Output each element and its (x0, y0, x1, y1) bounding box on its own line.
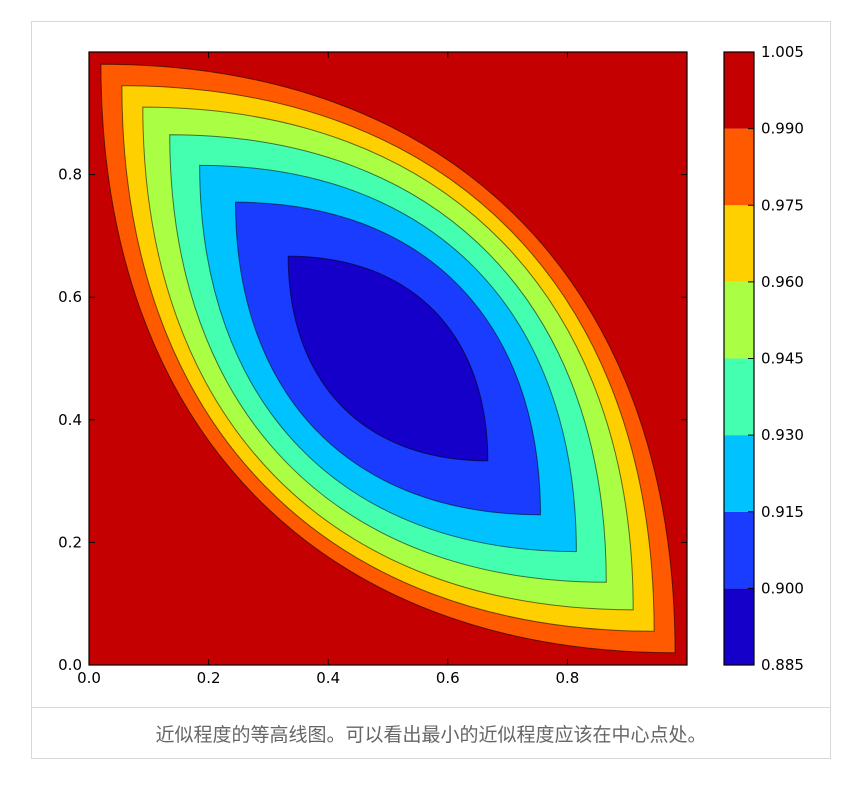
y-tick-label: 0.8 (58, 166, 82, 184)
contour-figure: 0.0 0.2 0.4 0.6 0.8 0.0 0.2 0.4 0.6 0.8 0.885 0.9… (58, 43, 804, 687)
colorbar-swatch (724, 435, 754, 512)
y-tick-label: 0.6 (58, 288, 82, 306)
colorbar-swatch (724, 205, 754, 282)
colorbar-tick-label: 0.975 (761, 196, 804, 214)
colorbar-swatch (724, 281, 754, 359)
colorbar-tick-label: 0.930 (761, 426, 804, 444)
colorbar-tick-label: 0.900 (761, 579, 804, 597)
x-tick-label: 0.4 (316, 669, 340, 687)
colorbar-tick-label: 0.945 (761, 350, 804, 368)
colorbar-swatch (724, 358, 754, 436)
colorbar-swatch (724, 511, 754, 589)
x-tick-label: 0.0 (77, 669, 101, 687)
colorbar-tick-label: 1.005 (761, 43, 804, 61)
figure-frame: 0.0 0.2 0.4 0.6 0.8 0.0 0.2 0.4 0.6 0.8 0.885 0.9… (31, 21, 831, 759)
plot-border (88, 51, 688, 666)
y-axis: 0.0 0.2 0.4 0.6 0.8 (58, 166, 687, 674)
y-tick-label: 0.0 (58, 656, 82, 674)
figure-caption: 近似程度的等高线图。可以看出最小的近似程度应该在中心点处。 (32, 707, 830, 758)
colorbar-swatch (724, 128, 754, 206)
colorbar-swatch (724, 52, 754, 129)
contour-band-7 (287, 255, 489, 462)
x-tick-label: 0.8 (555, 669, 579, 687)
plot-area (88, 51, 688, 666)
y-tick-label: 0.4 (58, 411, 82, 429)
x-tick-label: 0.2 (197, 669, 221, 687)
colorbar-tick-label: 0.885 (761, 656, 804, 674)
colorbar: 0.885 0.900 0.915 0.930 0.945 0.960 0.975 0.990… (723, 43, 804, 674)
colorbar-tick-label: 0.990 (761, 120, 804, 138)
colorbar-tick-label: 0.960 (761, 273, 804, 291)
y-tick-label: 0.2 (58, 533, 82, 551)
x-tick-label: 0.6 (436, 669, 460, 687)
colorbar-swatch (724, 588, 754, 665)
colorbar-tick-label: 0.915 (761, 503, 804, 521)
x-axis: 0.0 0.2 0.4 0.6 0.8 (77, 52, 579, 687)
